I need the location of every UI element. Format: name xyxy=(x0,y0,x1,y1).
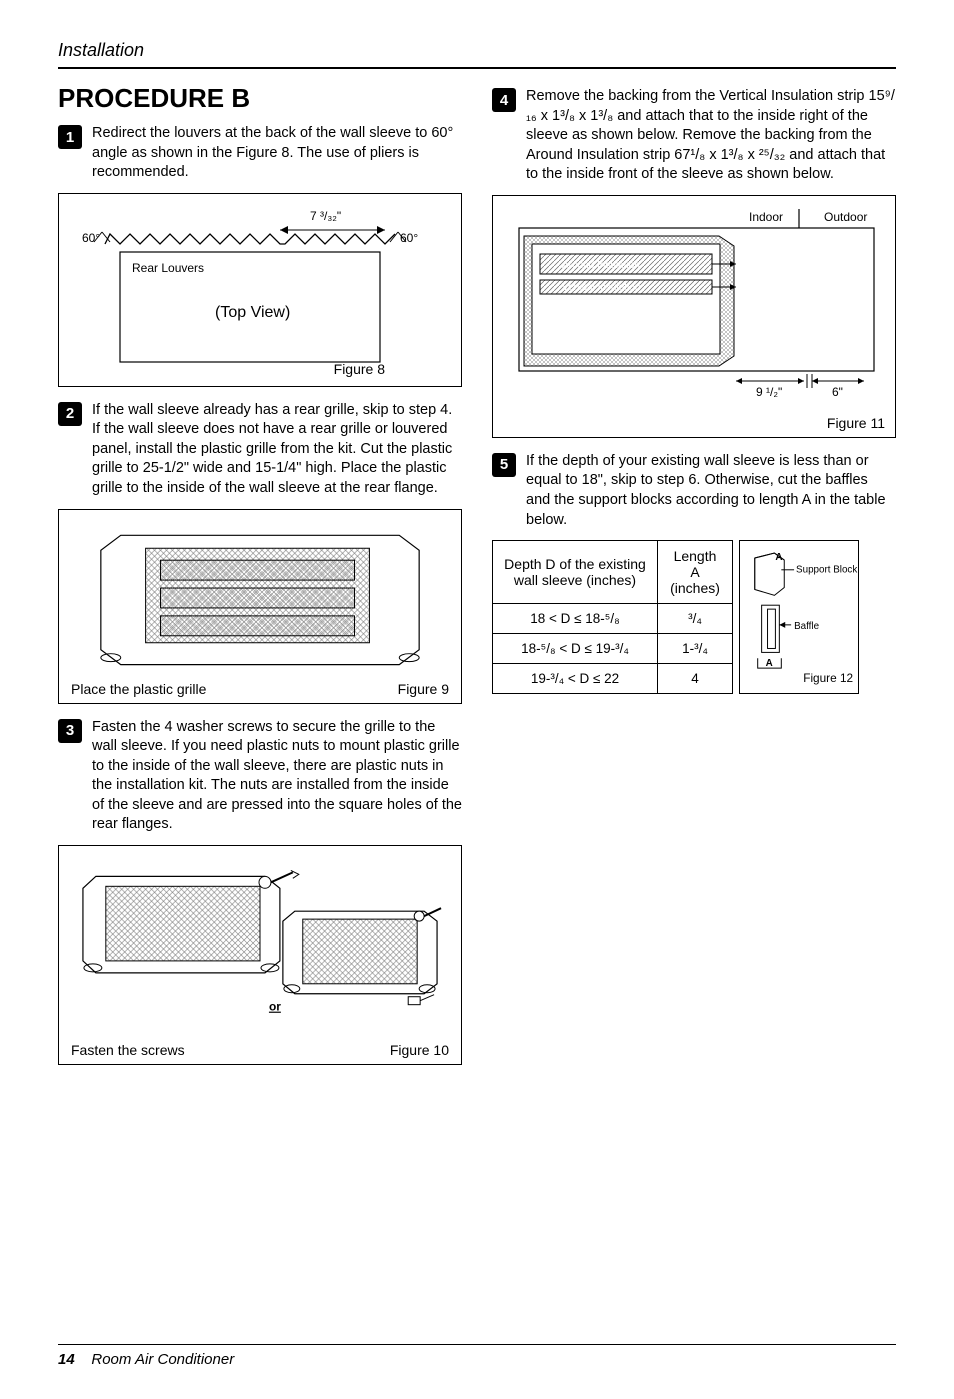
step-number-icon: 1 xyxy=(58,125,82,149)
step-number-icon: 2 xyxy=(58,402,82,426)
step-4-text: Remove the backing from the Vertical Ins… xyxy=(526,87,896,185)
figure-12-svg: A Support Block Baffle A Figure 12 xyxy=(740,541,858,693)
step-3: 3 Fasten the 4 washer screws to secure t… xyxy=(58,718,462,835)
length-table: Depth D of the existing wall sleeve (inc… xyxy=(492,540,733,694)
fig12-a1: A xyxy=(775,552,782,563)
figure-10-svg: or xyxy=(71,856,449,1031)
procedure-title: PROCEDURE B xyxy=(58,83,462,114)
figure-10: or Fasten the screws Figure 10 xyxy=(58,845,462,1065)
fig11-outdoor: Outdoor xyxy=(824,210,867,224)
length-table-and-figure-12: Depth D of the existing wall sleeve (inc… xyxy=(492,540,896,694)
step-2-text: If the wall sleeve already has a rear gr… xyxy=(92,401,462,499)
left-column: PROCEDURE B 1 Redirect the louvers at th… xyxy=(58,83,462,1079)
step-1-text: Redirect the louvers at the back of the … xyxy=(92,124,462,183)
fig11-vertical: Vertical Insulation xyxy=(562,282,640,293)
step-number-icon: 3 xyxy=(58,719,82,743)
fig12-a2: A xyxy=(766,658,773,669)
page-footer: 14 Room Air Conditioner xyxy=(58,1344,896,1369)
right-column: 4 Remove the backing from the Vertical I… xyxy=(492,83,896,1079)
fig9-label: Figure 9 xyxy=(398,681,449,697)
fig12-label: Figure 12 xyxy=(803,671,853,685)
step-number-icon: 4 xyxy=(492,88,516,112)
table-cell: 18 < D ≤ 18-⁵/₈ xyxy=(493,604,658,634)
fig8-view: (Top View) xyxy=(215,304,290,321)
figure-9-svg xyxy=(71,520,449,670)
step-1: 1 Redirect the louvers at the back of th… xyxy=(58,124,462,183)
figure-9: Place the plastic grille Figure 9 xyxy=(58,509,462,704)
content-columns: PROCEDURE B 1 Redirect the louvers at th… xyxy=(58,83,896,1079)
figure-8-svg: 7 ³/₃₂" 60° 60° Rear Louvers (Top View) … xyxy=(67,202,453,377)
fig11-dim1: 9 ¹/₂" xyxy=(756,385,782,399)
fig11-dim2: 6" xyxy=(832,385,843,399)
fig8-label: Figure 8 xyxy=(334,361,386,377)
table-cell: 18-⁵/₈ < D ≤ 19-³/₄ xyxy=(493,634,658,664)
figure-12: A Support Block Baffle A Figure 12 xyxy=(739,540,859,694)
footer-title: Room Air Conditioner xyxy=(91,1351,234,1368)
fig11-label: Figure 11 xyxy=(503,415,885,431)
page-header: Installation xyxy=(58,40,896,69)
step-2: 2 If the wall sleeve already has a rear … xyxy=(58,401,462,499)
table-cell: 19-³/₄ < D ≤ 22 xyxy=(493,664,658,694)
step-3-text: Fasten the 4 washer screws to secure the… xyxy=(92,718,462,835)
table-cell: 4 xyxy=(658,664,733,694)
fig8-dim: 7 ³/₃₂" xyxy=(310,209,341,223)
figure-11: Indoor Outdoor Around Insulation Vertica… xyxy=(492,195,896,438)
fig10-or: or xyxy=(269,1000,281,1014)
fig11-around: Around Insulation xyxy=(562,260,640,271)
fig12-baffle: Baffle xyxy=(794,621,819,632)
section-title: Installation xyxy=(58,40,144,60)
figure-11-svg: Indoor Outdoor Around Insulation Vertica… xyxy=(503,206,885,406)
fig11-indoor: Indoor xyxy=(749,210,783,224)
fig10-label: Figure 10 xyxy=(390,1042,449,1058)
step-number-icon: 5 xyxy=(492,453,516,477)
table-cell: 1-³/₄ xyxy=(658,634,733,664)
table-header-depth: Depth D of the existing wall sleeve (inc… xyxy=(493,541,658,604)
table-cell: ³/₄ xyxy=(658,604,733,634)
figure-8: 7 ³/₃₂" 60° 60° Rear Louvers (Top View) … xyxy=(58,193,462,387)
step-4: 4 Remove the backing from the Vertical I… xyxy=(492,87,896,185)
step-5-text: If the depth of your existing wall sleev… xyxy=(526,452,896,530)
table-header-length: Length A (inches) xyxy=(658,541,733,604)
fig12-support: Support Block xyxy=(796,565,857,576)
page-number: 14 xyxy=(58,1351,75,1368)
fig8-louvers: Rear Louvers xyxy=(132,261,204,275)
step-5: 5 If the depth of your existing wall sle… xyxy=(492,452,896,530)
fig10-caption: Fasten the screws xyxy=(71,1042,185,1058)
fig9-caption: Place the plastic grille xyxy=(71,681,206,697)
